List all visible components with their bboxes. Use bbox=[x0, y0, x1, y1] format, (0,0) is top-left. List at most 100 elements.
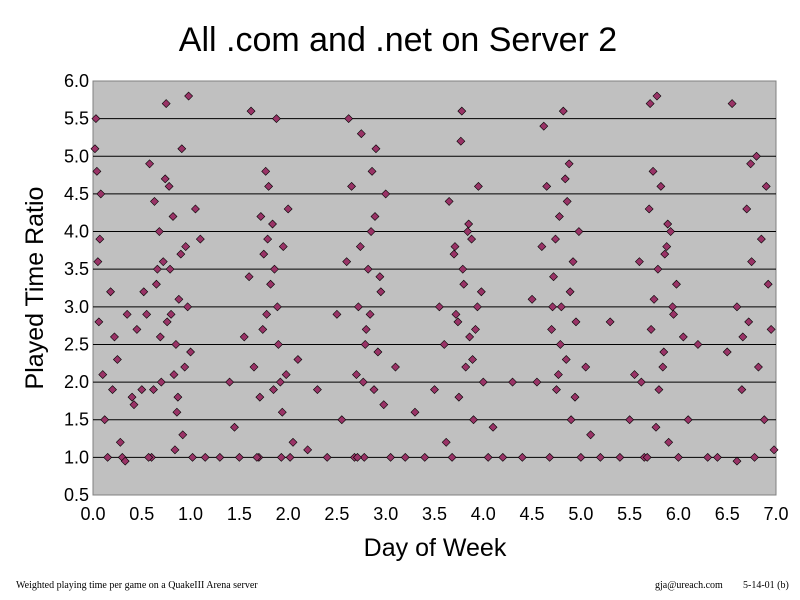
data-point bbox=[108, 385, 117, 395]
data-point bbox=[747, 257, 757, 267]
data-point bbox=[381, 189, 391, 199]
data-point bbox=[467, 234, 477, 244]
data-point bbox=[469, 415, 478, 425]
data-point bbox=[369, 385, 379, 395]
data-point bbox=[100, 415, 110, 425]
data-point bbox=[342, 257, 352, 267]
data-point bbox=[666, 227, 676, 236]
data-point bbox=[145, 159, 155, 169]
x-tick-label: 5.0 bbox=[568, 504, 593, 524]
data-point bbox=[281, 370, 291, 379]
y-tick-label: 5.5 bbox=[64, 109, 89, 129]
data-point bbox=[630, 370, 639, 379]
y-tick-label: 3.0 bbox=[64, 297, 89, 317]
y-tick-label: 2.0 bbox=[64, 372, 89, 392]
data-point bbox=[570, 392, 580, 402]
data-point bbox=[91, 114, 101, 124]
data-point bbox=[642, 452, 652, 462]
data-point bbox=[664, 437, 674, 447]
data-point bbox=[215, 452, 225, 462]
data-point bbox=[152, 264, 162, 274]
data-point bbox=[625, 415, 635, 425]
data-point bbox=[548, 302, 557, 312]
data-point bbox=[651, 422, 661, 432]
data-point bbox=[170, 445, 180, 455]
data-point bbox=[255, 392, 265, 402]
data-point bbox=[278, 242, 288, 252]
data-point bbox=[750, 452, 759, 462]
data-point bbox=[742, 204, 752, 214]
data-point bbox=[359, 452, 369, 462]
data-point bbox=[184, 91, 194, 101]
data-point bbox=[752, 151, 761, 161]
data-point bbox=[149, 385, 158, 395]
data-point bbox=[355, 242, 365, 252]
data-point bbox=[476, 287, 486, 297]
data-point bbox=[763, 279, 773, 289]
data-point bbox=[449, 249, 459, 259]
data-point bbox=[565, 287, 575, 297]
x-tick-label: 3.5 bbox=[422, 504, 447, 524]
data-point bbox=[275, 377, 285, 387]
data-point bbox=[112, 355, 122, 364]
data-point bbox=[634, 257, 644, 267]
chart-title: All .com and .net on Server 2 bbox=[179, 21, 617, 59]
data-point bbox=[652, 91, 662, 101]
data-point bbox=[249, 362, 259, 372]
data-point bbox=[186, 347, 195, 357]
data-point bbox=[539, 121, 549, 131]
x-tick-label: 0.0 bbox=[80, 504, 105, 524]
data-point bbox=[553, 370, 563, 379]
gridlines bbox=[93, 118, 776, 458]
data-point bbox=[571, 317, 581, 327]
data-point bbox=[660, 249, 670, 259]
data-point bbox=[191, 204, 200, 214]
data-point bbox=[363, 264, 373, 274]
data-point bbox=[137, 385, 147, 395]
y-axis-tick-labels: 0.5 1.0 1.5 2.0 2.5 3.0 3.5 4.0 4.5 5.0 5.5 6.0 bbox=[64, 71, 89, 505]
data-point bbox=[183, 302, 193, 312]
data-point bbox=[373, 347, 383, 357]
data-point bbox=[769, 445, 779, 455]
data-point bbox=[110, 332, 119, 342]
data-point bbox=[261, 166, 271, 176]
data-point bbox=[180, 362, 190, 372]
data-point bbox=[154, 227, 164, 236]
data-point bbox=[391, 362, 400, 372]
data-point bbox=[441, 437, 451, 447]
data-point bbox=[574, 227, 584, 236]
data-point bbox=[465, 332, 475, 342]
data-point bbox=[532, 377, 542, 387]
data-point bbox=[737, 385, 747, 395]
data-point bbox=[195, 234, 205, 244]
data-point bbox=[457, 106, 467, 116]
data-point bbox=[727, 99, 737, 109]
data-point bbox=[312, 385, 322, 395]
data-point bbox=[94, 317, 104, 327]
x-tick-label: 4.5 bbox=[520, 504, 545, 524]
data-point bbox=[95, 234, 105, 244]
y-tick-label: 2.5 bbox=[64, 334, 89, 354]
data-point bbox=[303, 445, 313, 455]
data-point bbox=[139, 287, 149, 297]
data-point bbox=[451, 309, 461, 319]
data-point bbox=[636, 377, 646, 387]
data-point bbox=[151, 279, 161, 289]
data-point bbox=[164, 181, 174, 191]
data-point bbox=[545, 452, 555, 462]
data-point bbox=[239, 332, 249, 342]
data-points bbox=[90, 91, 779, 466]
data-point bbox=[554, 212, 564, 221]
x-tick-label: 4.0 bbox=[471, 504, 496, 524]
y-axis-title: Played Time Ratio bbox=[21, 187, 49, 390]
data-point bbox=[471, 324, 480, 334]
data-point bbox=[560, 174, 570, 184]
data-point bbox=[352, 370, 361, 379]
data-point bbox=[464, 219, 474, 229]
data-point bbox=[744, 317, 754, 327]
footer-date: 5-14-01 (b) bbox=[743, 580, 789, 591]
data-point bbox=[447, 452, 457, 462]
data-point bbox=[568, 257, 578, 267]
data-point bbox=[658, 362, 668, 372]
data-point bbox=[155, 332, 165, 342]
